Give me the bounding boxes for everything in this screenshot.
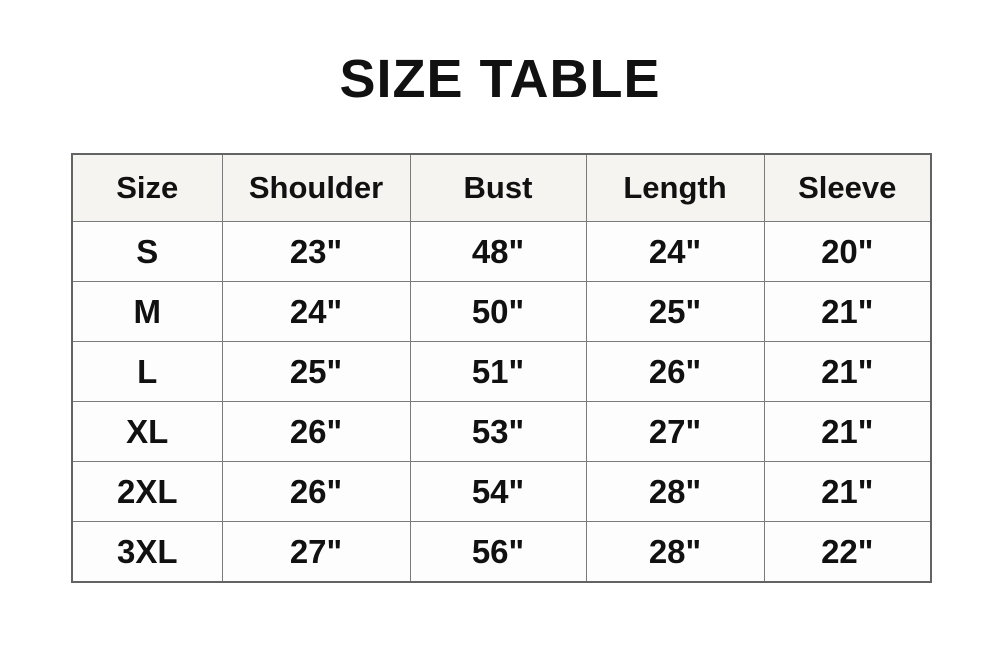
measurement-cell: 50" xyxy=(409,281,587,342)
size-cell: S xyxy=(71,221,223,282)
column-header-length: Length xyxy=(585,153,765,222)
measurement-cell: 28" xyxy=(585,521,765,583)
size-cell: M xyxy=(71,281,223,342)
table-row: 2XL 26" 54" 28" 21" xyxy=(71,461,932,522)
measurement-cell: 21" xyxy=(763,461,932,522)
measurement-cell: 24" xyxy=(585,221,765,282)
table-row: M 24" 50" 25" 21" xyxy=(71,281,932,342)
measurement-cell: 23" xyxy=(221,221,411,282)
measurement-cell: 53" xyxy=(409,401,587,462)
measurement-cell: 20" xyxy=(763,221,932,282)
measurement-cell: 25" xyxy=(221,341,411,402)
measurement-cell: 26" xyxy=(221,401,411,462)
measurement-cell: 54" xyxy=(409,461,587,522)
table-body: S 23" 48" 24" 20" M 24" 50" 25" 21" L 25" 51" 26" 21" X… xyxy=(71,221,932,583)
column-header-shoulder: Shoulder xyxy=(221,153,411,222)
column-header-bust: Bust xyxy=(409,153,587,222)
measurement-cell: 21" xyxy=(763,281,932,342)
measurement-cell: 22" xyxy=(763,521,932,583)
measurement-cell: 25" xyxy=(585,281,765,342)
measurement-cell: 48" xyxy=(409,221,587,282)
column-header-sleeve: Sleeve xyxy=(763,153,932,222)
size-cell: XL xyxy=(71,401,223,462)
size-cell: 2XL xyxy=(71,461,223,522)
size-cell: 3XL xyxy=(71,521,223,583)
table-row: S 23" 48" 24" 20" xyxy=(71,221,932,282)
header-row: Size Shoulder Bust Length Sleeve xyxy=(71,153,932,222)
size-table: Size Shoulder Bust Length Sleeve S 23" 48" 24" 2… xyxy=(71,153,932,583)
measurement-cell: 26" xyxy=(221,461,411,522)
table-row: 3XL 27" 56" 28" 22" xyxy=(71,521,932,583)
size-cell: L xyxy=(71,341,223,402)
page-title: SIZE TABLE xyxy=(339,49,661,109)
measurement-cell: 27" xyxy=(585,401,765,462)
table-row: L 25" 51" 26" 21" xyxy=(71,341,932,402)
measurement-cell: 28" xyxy=(585,461,765,522)
measurement-cell: 21" xyxy=(763,401,932,462)
column-header-size: Size xyxy=(71,153,223,222)
measurement-cell: 24" xyxy=(221,281,411,342)
measurement-cell: 56" xyxy=(409,521,587,583)
measurement-cell: 27" xyxy=(221,521,411,583)
measurement-cell: 26" xyxy=(585,341,765,402)
table-row: XL 26" 53" 27" 21" xyxy=(71,401,932,462)
measurement-cell: 21" xyxy=(763,341,932,402)
measurement-cell: 51" xyxy=(409,341,587,402)
